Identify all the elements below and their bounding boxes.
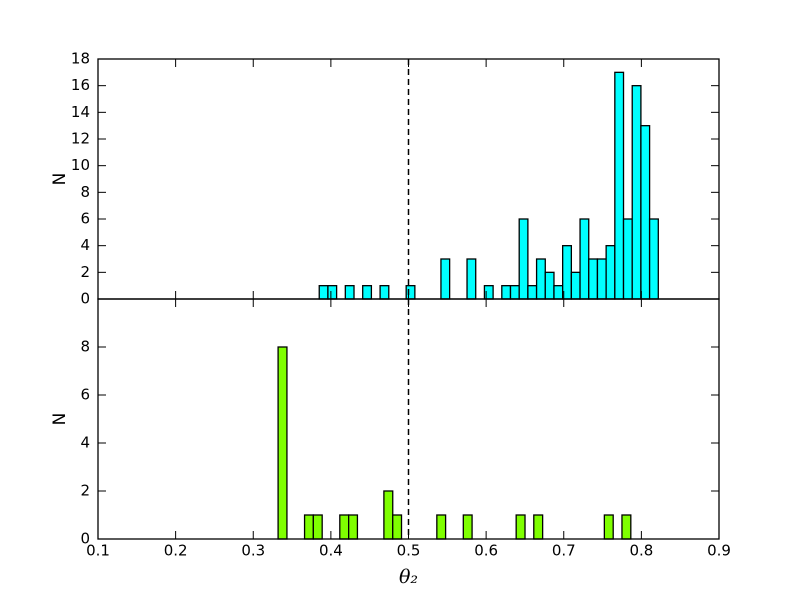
- bar: [527, 285, 538, 300]
- bar: [553, 285, 564, 300]
- x-tick-label: 0.1: [86, 542, 110, 560]
- bar: [501, 285, 512, 300]
- y-tick-label: 8: [80, 338, 90, 356]
- bar: [462, 514, 473, 540]
- bar: [379, 285, 390, 300]
- x-tick-label: 0.7: [552, 542, 576, 560]
- y-tick-label: 8: [80, 183, 90, 201]
- y-tick-label: 6: [80, 210, 90, 228]
- y-tick-label: 4: [80, 236, 90, 254]
- y-tick-label: 2: [80, 482, 90, 500]
- bar: [318, 285, 329, 300]
- x-tick-label: 0.9: [707, 542, 731, 560]
- y-axis-label: N: [50, 413, 70, 426]
- bar: [327, 285, 338, 300]
- x-tick-label: 0.5: [397, 542, 421, 560]
- bar: [339, 514, 350, 540]
- x-tick-label: 0.4: [319, 542, 343, 560]
- y-tick-label: 18: [71, 50, 90, 68]
- y-tick-label: 14: [71, 103, 90, 121]
- x-tick-label: 0.2: [164, 542, 188, 560]
- y-tick-label: 6: [80, 386, 90, 404]
- bar: [535, 258, 546, 300]
- x-axis-label: θ₂: [399, 566, 418, 588]
- bar: [533, 514, 544, 540]
- bar: [605, 245, 616, 300]
- bar: [344, 285, 355, 300]
- bar: [640, 125, 651, 300]
- bar: [440, 258, 451, 300]
- y-tick-label: 2: [80, 263, 90, 281]
- y-tick-label: 4: [80, 434, 90, 452]
- bar: [312, 514, 323, 540]
- bar: [436, 514, 447, 540]
- y-tick-label: 0: [80, 290, 90, 308]
- bar: [622, 218, 633, 300]
- bar: [588, 258, 599, 300]
- y-tick-label: 0: [80, 530, 90, 548]
- bar: [383, 490, 394, 540]
- bar: [544, 271, 555, 300]
- bar: [392, 514, 403, 540]
- x-tick-label: 0.8: [629, 542, 653, 560]
- y-axis-label: N: [50, 173, 70, 186]
- bar: [466, 258, 477, 300]
- bar: [348, 514, 359, 540]
- bar: [596, 258, 607, 300]
- bar: [631, 85, 642, 300]
- bar: [579, 218, 590, 300]
- bar: [518, 218, 529, 300]
- x-tick-label: 0.3: [241, 542, 265, 560]
- bar: [515, 514, 526, 540]
- bar: [603, 514, 614, 540]
- bar: [362, 285, 373, 300]
- bar: [621, 514, 632, 540]
- bar: [509, 285, 520, 300]
- x-tick-label: 0.6: [474, 542, 498, 560]
- bar: [648, 218, 659, 300]
- bar: [405, 285, 416, 300]
- y-tick-label: 16: [71, 76, 90, 94]
- bar: [614, 71, 625, 300]
- y-tick-label: 10: [71, 156, 90, 174]
- bar: [277, 346, 288, 540]
- bar: [303, 514, 314, 540]
- y-tick-label: 12: [71, 130, 90, 148]
- bar: [570, 271, 581, 300]
